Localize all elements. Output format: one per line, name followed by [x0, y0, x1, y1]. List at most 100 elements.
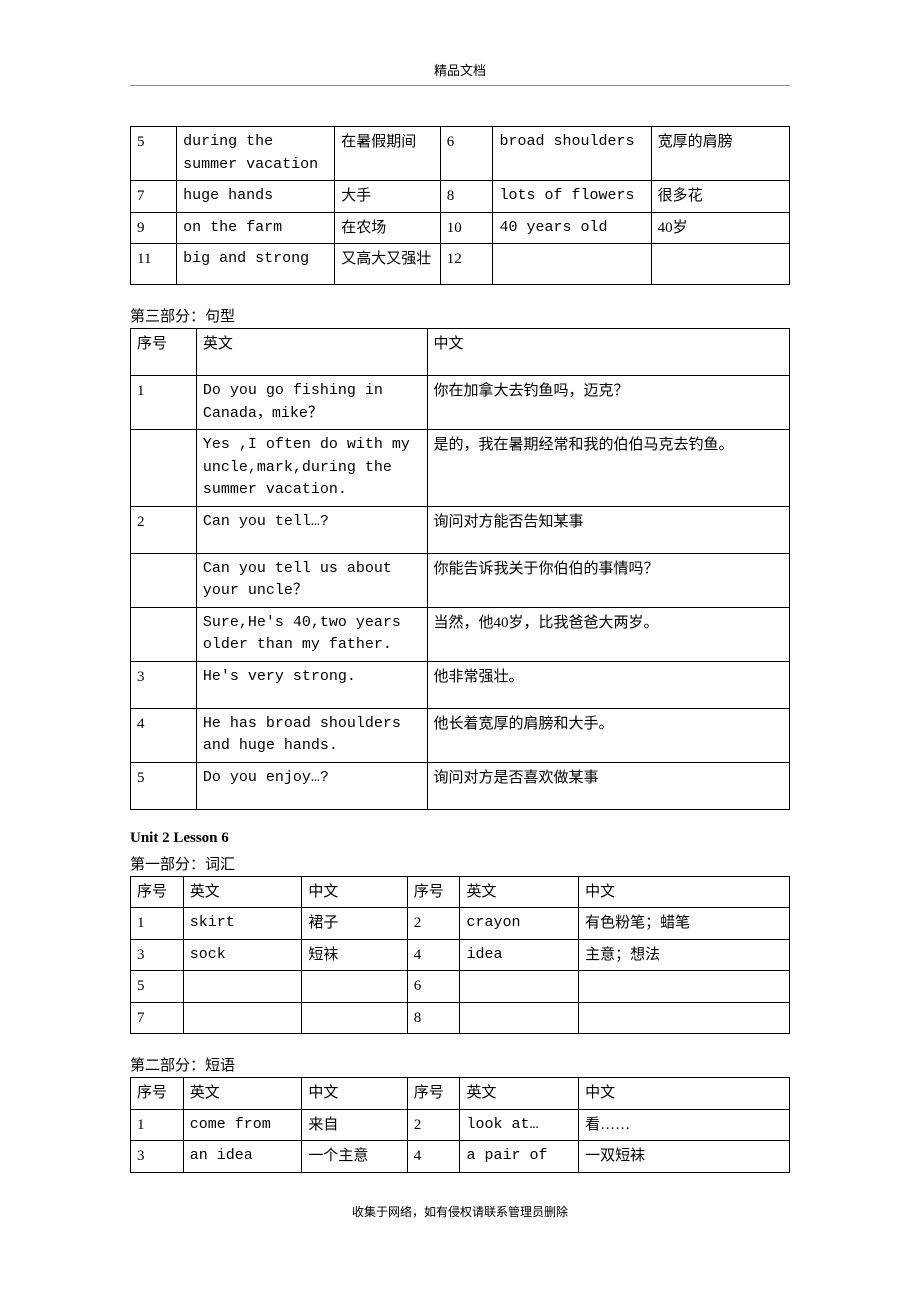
- row-en: a pair of: [460, 1141, 579, 1173]
- page-footer: 收集于网络，如有侵权请联系管理员删除: [130, 1203, 790, 1220]
- row-num: 8: [440, 181, 493, 213]
- document-page: 精品文档 5 during the summer vacation 在暑假期间 …: [0, 0, 920, 1302]
- col-header-cn: 中文: [579, 1078, 790, 1110]
- col-header-cn: 中文: [427, 329, 789, 376]
- table-row: 9 on the farm 在农场 10 40 years old 40岁: [131, 212, 790, 244]
- row-num: 9: [131, 212, 177, 244]
- table-row: 7 huge hands 大手 8 lots of flowers 很多花: [131, 181, 790, 213]
- row-cn: [579, 971, 790, 1003]
- row-cn: 你在加拿大去钓鱼吗，迈克？: [427, 376, 789, 430]
- row-cn: 一个主意: [302, 1141, 407, 1173]
- row-num: 2: [131, 506, 197, 553]
- table-row: 5 Do you enjoy…? 询问对方是否喜欢做某事: [131, 762, 790, 809]
- row-cn: 宽厚的肩膀: [651, 127, 789, 181]
- row-cn: 来自: [302, 1109, 407, 1141]
- table-row: 3 sock 短袜 4 idea 主意；想法: [131, 939, 790, 971]
- table-row: 4 He has broad shoulders and huge hands.…: [131, 708, 790, 762]
- row-num: 4: [407, 1141, 460, 1173]
- col-header-num: 序号: [407, 876, 460, 908]
- row-cn: [579, 1002, 790, 1034]
- col-header-num: 序号: [131, 329, 197, 376]
- row-num: 1: [131, 1109, 184, 1141]
- row-num: 6: [407, 971, 460, 1003]
- row-cn: [302, 971, 407, 1003]
- row-num: 1: [131, 908, 184, 940]
- page-header: 精品文档: [130, 60, 790, 86]
- row-cn: 有色粉笔；蜡笔: [579, 908, 790, 940]
- row-en: crayon: [460, 908, 579, 940]
- table-row: 3 an idea 一个主意 4 a pair of 一双短袜: [131, 1141, 790, 1173]
- table-row: Can you tell us about your uncle？ 你能告诉我关…: [131, 553, 790, 607]
- row-cn: 短袜: [302, 939, 407, 971]
- row-en: during the summer vacation: [177, 127, 335, 181]
- row-cn: 裙子: [302, 908, 407, 940]
- col-header-num: 序号: [131, 1078, 184, 1110]
- table-row: 1 come from 来自 2 look at… 看……: [131, 1109, 790, 1141]
- row-num: 8: [407, 1002, 460, 1034]
- row-en: big and strong: [177, 244, 335, 285]
- sentences-table: 序号 英文 中文 1 Do you go fishing in Canada，m…: [130, 328, 790, 810]
- row-en: Yes ,I often do with my uncle,mark,durin…: [196, 430, 427, 507]
- row-en: Can you tell us about your uncle？: [196, 553, 427, 607]
- row-num: 7: [131, 1002, 184, 1034]
- table-header-row: 序号 英文 中文: [131, 329, 790, 376]
- row-cn: 询问对方能否告知某事: [427, 506, 789, 553]
- table-header-row: 序号 英文 中文 序号 英文 中文: [131, 876, 790, 908]
- row-num: 10: [440, 212, 493, 244]
- row-en: huge hands: [177, 181, 335, 213]
- row-en: come from: [183, 1109, 302, 1141]
- row-num: 2: [407, 908, 460, 940]
- col-header-en: 英文: [183, 876, 302, 908]
- table-row: 1 skirt 裙子 2 crayon 有色粉笔；蜡笔: [131, 908, 790, 940]
- table-row: 5 during the summer vacation 在暑假期间 6 bro…: [131, 127, 790, 181]
- row-num: [131, 553, 197, 607]
- col-header-cn: 中文: [302, 876, 407, 908]
- phrases-table: 序号 英文 中文 序号 英文 中文 1 come from 来自 2 look …: [130, 1077, 790, 1173]
- table-row: 11 big and strong 又高大又强壮 12: [131, 244, 790, 285]
- row-cn: 在暑假期间: [335, 127, 440, 181]
- row-en: look at…: [460, 1109, 579, 1141]
- row-cn: 你能告诉我关于你伯伯的事情吗？: [427, 553, 789, 607]
- row-cn: 又高大又强壮: [335, 244, 440, 285]
- col-header-en: 英文: [460, 1078, 579, 1110]
- row-num: 5: [131, 971, 184, 1003]
- row-cn: 一双短袜: [579, 1141, 790, 1173]
- row-cn: 当然，他40岁，比我爸爸大两岁。: [427, 607, 789, 661]
- phrases-table-continued: 5 during the summer vacation 在暑假期间 6 bro…: [130, 126, 790, 285]
- row-num: 7: [131, 181, 177, 213]
- row-en: 40 years old: [493, 212, 651, 244]
- row-num: 11: [131, 244, 177, 285]
- row-cn: 很多花: [651, 181, 789, 213]
- table-row: 2 Can you tell…? 询问对方能否告知某事: [131, 506, 790, 553]
- row-cn: 是的，我在暑期经常和我的伯伯马克去钓鱼。: [427, 430, 789, 507]
- row-num: 1: [131, 376, 197, 430]
- vocab-table: 序号 英文 中文 序号 英文 中文 1 skirt 裙子 2 crayon 有色…: [130, 876, 790, 1035]
- row-num: 4: [131, 708, 197, 762]
- row-en: [493, 244, 651, 285]
- row-num: 3: [131, 1141, 184, 1173]
- row-en: Sure,He's 40,two years older than my fat…: [196, 607, 427, 661]
- table-row: 1 Do you go fishing in Canada，mike？ 你在加拿…: [131, 376, 790, 430]
- row-num: 5: [131, 127, 177, 181]
- col-header-cn: 中文: [302, 1078, 407, 1110]
- unit-title: Unit 2 Lesson 6: [130, 830, 790, 847]
- row-en: Can you tell…?: [196, 506, 427, 553]
- table-row: 5 6: [131, 971, 790, 1003]
- row-en: lots of flowers: [493, 181, 651, 213]
- row-en: idea: [460, 939, 579, 971]
- row-num: 2: [407, 1109, 460, 1141]
- row-cn: 主意；想法: [579, 939, 790, 971]
- row-num: 5: [131, 762, 197, 809]
- table-header-row: 序号 英文 中文 序号 英文 中文: [131, 1078, 790, 1110]
- col-header-en: 英文: [196, 329, 427, 376]
- row-cn: 大手: [335, 181, 440, 213]
- row-en: [460, 971, 579, 1003]
- table-row: Sure,He's 40,two years older than my fat…: [131, 607, 790, 661]
- table-row: 7 8: [131, 1002, 790, 1034]
- row-en: skirt: [183, 908, 302, 940]
- col-header-num: 序号: [131, 876, 184, 908]
- row-en: sock: [183, 939, 302, 971]
- table-row: 3 He's very strong. 他非常强壮。: [131, 661, 790, 708]
- row-en: Do you go fishing in Canada，mike？: [196, 376, 427, 430]
- row-en: He has broad shoulders and huge hands.: [196, 708, 427, 762]
